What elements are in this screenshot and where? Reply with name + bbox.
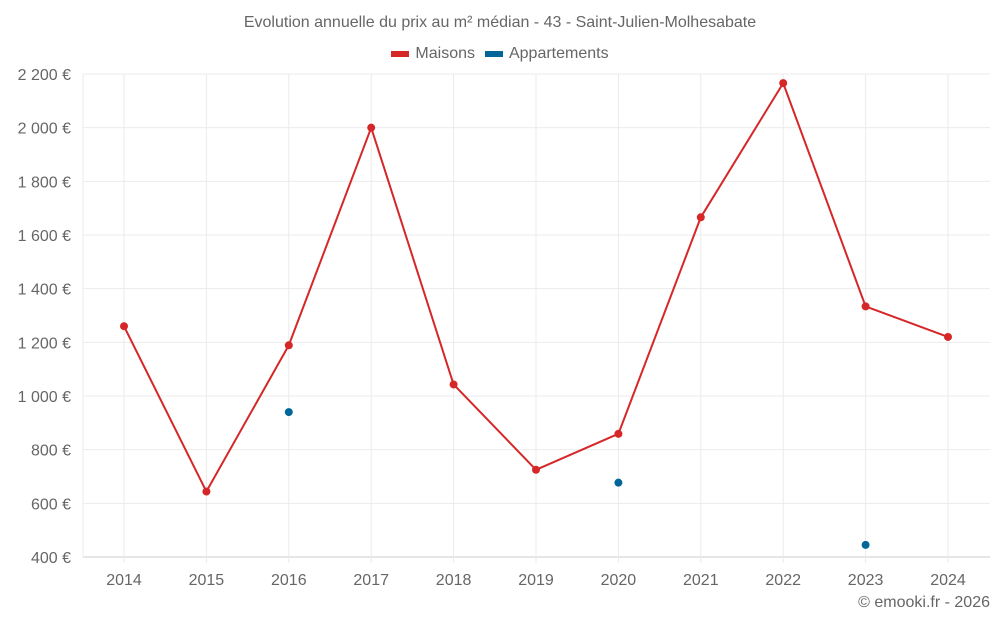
y-tick-label: 1 800 €	[18, 174, 71, 191]
y-tick-label: 1 600 €	[18, 228, 71, 245]
data-point[interactable]	[614, 478, 623, 487]
x-tick-label: 2024	[930, 572, 966, 589]
x-tick-label: 2020	[601, 572, 637, 589]
data-point[interactable]	[202, 487, 211, 496]
x-tick-label: 2023	[848, 572, 884, 589]
legend: Maisons Appartements	[0, 45, 1000, 63]
y-tick-label: 2 200 €	[18, 67, 71, 84]
y-tick-label: 1 200 €	[18, 335, 71, 352]
data-point[interactable]	[779, 79, 788, 88]
legend-label-maisons: Maisons	[415, 45, 475, 62]
y-tick-label: 1 400 €	[18, 282, 71, 299]
x-tick-label: 2021	[683, 572, 719, 589]
appartements-swatch-icon	[484, 51, 503, 57]
x-tick-label: 2022	[765, 572, 801, 589]
data-point[interactable]	[861, 302, 870, 311]
data-point[interactable]	[696, 213, 705, 222]
y-tick-label: 600 €	[31, 496, 71, 513]
x-tick-label: 2019	[518, 572, 554, 589]
data-point[interactable]	[367, 123, 376, 132]
y-tick-label: 400 €	[31, 550, 71, 567]
data-point[interactable]	[120, 322, 128, 331]
data-point[interactable]	[944, 332, 952, 341]
x-tick-label: 2016	[271, 572, 307, 589]
legend-label-appartements: Appartements	[508, 45, 609, 62]
x-tick-label: 2017	[353, 572, 389, 589]
x-tick-label: 2015	[189, 572, 225, 589]
data-point[interactable]	[614, 429, 623, 438]
data-point[interactable]	[861, 540, 870, 549]
x-tick-label: 2018	[436, 572, 472, 589]
y-tick-label: 2 000 €	[18, 121, 71, 138]
series-maisons	[120, 79, 952, 496]
x-tick-label: 2014	[106, 572, 142, 589]
data-point[interactable]	[284, 408, 293, 417]
y-tick-label: 800 €	[31, 443, 71, 460]
data-point[interactable]	[284, 341, 293, 350]
maisons-swatch-icon	[391, 51, 410, 57]
series-appartements	[284, 408, 870, 549]
chart-title: Evolution annuelle du prix au m² médian …	[243, 14, 757, 31]
y-tick-label: 1 000 €	[18, 389, 71, 406]
credit: © emooki.fr - 2026	[858, 594, 990, 611]
data-point[interactable]	[532, 465, 540, 474]
data-point[interactable]	[449, 380, 458, 389]
legend-item-maisons[interactable]: Maisons	[391, 45, 475, 63]
legend-item-appartements[interactable]: Appartements	[484, 45, 609, 63]
